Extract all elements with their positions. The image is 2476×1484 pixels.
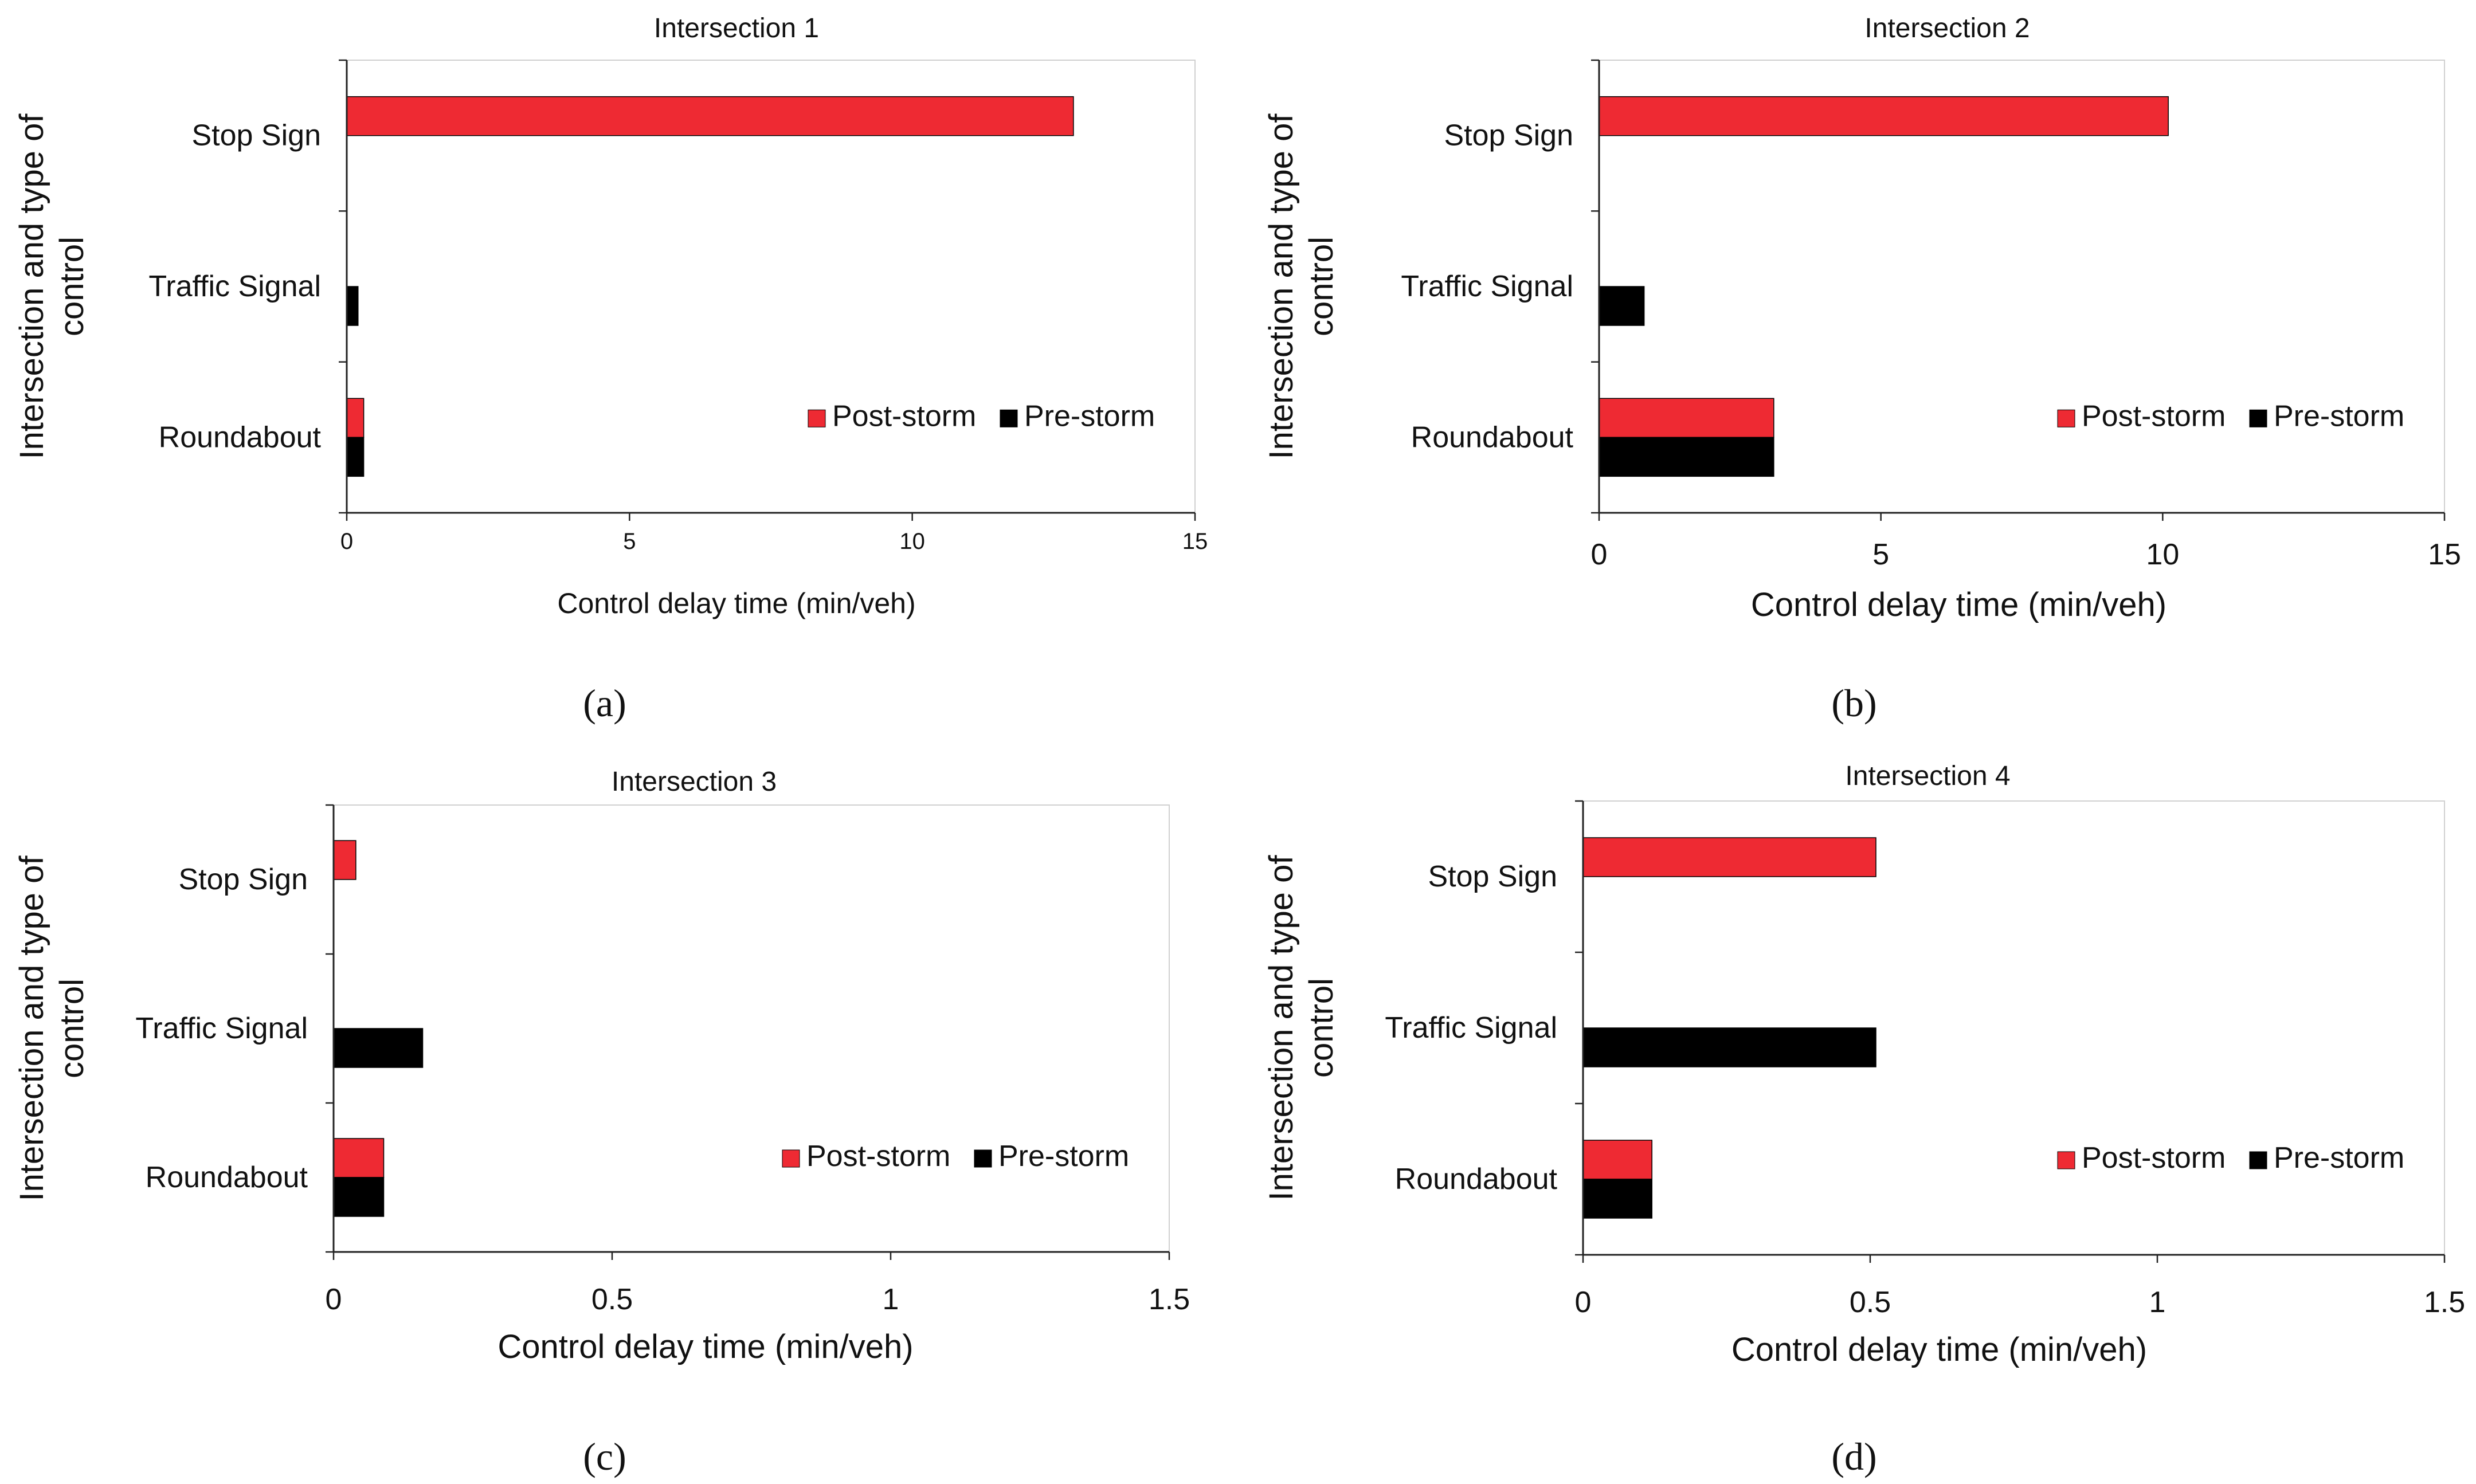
x-axis-label: Control delay time (min/veh): [1751, 586, 2166, 623]
legend: Post-storm Pre-storm: [2057, 1141, 2404, 1175]
bar-post-storm-stop-sign: [346, 96, 1074, 136]
x-tick-label: 0: [1575, 1286, 1592, 1319]
y-axis-label: Intersection and type of: [1263, 855, 1300, 1201]
x-tick-label: 0: [1591, 538, 1608, 571]
x-tick-label: 5: [1872, 538, 1889, 571]
x-tick-label: 1.5: [1149, 1283, 1190, 1316]
y-axis-label: control: [53, 979, 91, 1078]
panel-caption: (b): [1831, 681, 1876, 725]
legend-label-post-storm: Post-storm: [2082, 399, 2226, 433]
x-axis-label: Control delay time (min/veh): [1731, 1331, 2147, 1368]
x-tick-label: 0.5: [591, 1283, 633, 1316]
category-label-traffic-signal: Traffic Signal: [135, 1012, 308, 1045]
category-label-roundabout: Roundabout: [146, 1161, 308, 1194]
legend-swatch-pre-storm: [2249, 409, 2267, 427]
bar-post-storm-stop-sign: [1599, 96, 2169, 136]
category-label-stop-sign: Stop Sign: [1428, 860, 1558, 893]
y-axis-label: Intersection and type of: [13, 113, 50, 460]
legend-swatch-post-storm: [782, 1149, 800, 1168]
y-axis-label: control: [1303, 237, 1340, 336]
chart-title: Intersection 2: [1864, 13, 2030, 44]
legend-swatch-pre-storm: [1000, 409, 1018, 427]
bar-post-storm-stop-sign: [333, 840, 356, 880]
x-tick-label: 1: [2149, 1286, 2166, 1319]
bar-pre-storm-traffic-signal: [346, 286, 359, 326]
legend-label-pre-storm: Pre-storm: [2274, 399, 2404, 433]
y-axis-label: control: [53, 237, 91, 336]
x-tick-label: 0: [340, 529, 353, 554]
x-tick-label: 0.5: [1850, 1286, 1891, 1319]
x-axis-label: Control delay time (min/veh): [497, 1328, 913, 1365]
legend-label-pre-storm: Pre-storm: [2274, 1141, 2404, 1175]
bar-pre-storm-traffic-signal: [1599, 286, 1645, 326]
x-tick-label: 15: [1182, 529, 1208, 554]
chart-title: Intersection 4: [1845, 761, 2010, 791]
legend-label-post-storm: Post-storm: [832, 399, 976, 433]
chart-panel-4: Stop Sign Traffic Signal Roundabout 0 0.5 1 1.…: [1263, 761, 2465, 1478]
x-axis-label: Control delay time (min/veh): [557, 587, 915, 619]
category-label-roundabout: Roundabout: [159, 421, 322, 454]
chart-panel-2: Stop Sign Traffic Signal Roundabout 0 5 10 15 I…: [1263, 13, 2461, 725]
legend-label-post-storm: Post-storm: [806, 1140, 950, 1173]
bar-pre-storm-roundabout: [1582, 1179, 1652, 1219]
bar-pre-storm-roundabout: [346, 437, 365, 477]
legend-swatch-pre-storm: [2249, 1151, 2267, 1169]
x-tick-label: 5: [623, 529, 636, 554]
category-label-stop-sign: Stop Sign: [1444, 119, 1574, 152]
chart-panel-1: Stop Sign Traffic Signal Roundabout 0 5 10 15 I…: [13, 13, 1208, 725]
legend-swatch-post-storm: [2057, 1151, 2075, 1169]
bar-pre-storm-roundabout: [1599, 437, 1774, 477]
bar-pre-storm-traffic-signal: [1582, 1027, 1876, 1067]
legend-label-post-storm: Post-storm: [2082, 1141, 2226, 1175]
category-label-roundabout: Roundabout: [1395, 1163, 1558, 1196]
legend: Post-storm Pre-storm: [2057, 399, 2404, 433]
category-label-roundabout: Roundabout: [1411, 421, 1574, 454]
y-axis-label: control: [1303, 978, 1340, 1078]
bar-post-storm-roundabout: [1599, 398, 1774, 438]
x-tick-label: 1.5: [2424, 1286, 2465, 1319]
x-tick-label: 0: [326, 1283, 342, 1316]
bar-post-storm-roundabout: [346, 398, 365, 438]
bar-pre-storm-roundabout: [333, 1177, 385, 1217]
y-axis-label: Intersection and type of: [1263, 113, 1300, 460]
x-tick-label: 15: [2428, 538, 2461, 571]
y-axis-label: Intersection and type of: [13, 855, 50, 1202]
x-tick-label: 10: [899, 529, 925, 554]
legend-label-pre-storm: Pre-storm: [998, 1140, 1129, 1173]
legend: Post-storm Pre-storm: [782, 1140, 1129, 1173]
chart-title: Intersection 1: [654, 13, 819, 44]
panel-caption: (a): [583, 681, 626, 725]
bar-post-storm-roundabout: [1582, 1140, 1652, 1180]
plot-frame: [333, 804, 1170, 1253]
chart-panel-3: Stop Sign Traffic Signal Roundabout 0 0.5 1 1.…: [13, 767, 1190, 1478]
chart-title: Intersection 3: [612, 767, 777, 797]
panel-caption: (c): [583, 1435, 626, 1478]
category-label-traffic-signal: Traffic Signal: [148, 270, 321, 303]
bar-pre-storm-traffic-signal: [333, 1028, 424, 1068]
bar-post-storm-stop-sign: [1582, 837, 1876, 877]
x-tick-label: 10: [2146, 538, 2179, 571]
legend-swatch-post-storm: [2057, 409, 2075, 427]
legend: Post-storm Pre-storm: [808, 399, 1155, 433]
category-label-traffic-signal: Traffic Signal: [1385, 1011, 1557, 1045]
bar-post-storm-roundabout: [333, 1138, 385, 1178]
legend-label-pre-storm: Pre-storm: [1024, 399, 1155, 433]
panel-caption: (d): [1831, 1435, 1876, 1478]
category-label-traffic-signal: Traffic Signal: [1401, 270, 1573, 303]
legend-swatch-pre-storm: [974, 1149, 992, 1168]
category-label-stop-sign: Stop Sign: [179, 863, 308, 896]
x-tick-label: 1: [883, 1283, 899, 1316]
category-label-stop-sign: Stop Sign: [192, 119, 322, 152]
legend-swatch-post-storm: [808, 409, 826, 427]
